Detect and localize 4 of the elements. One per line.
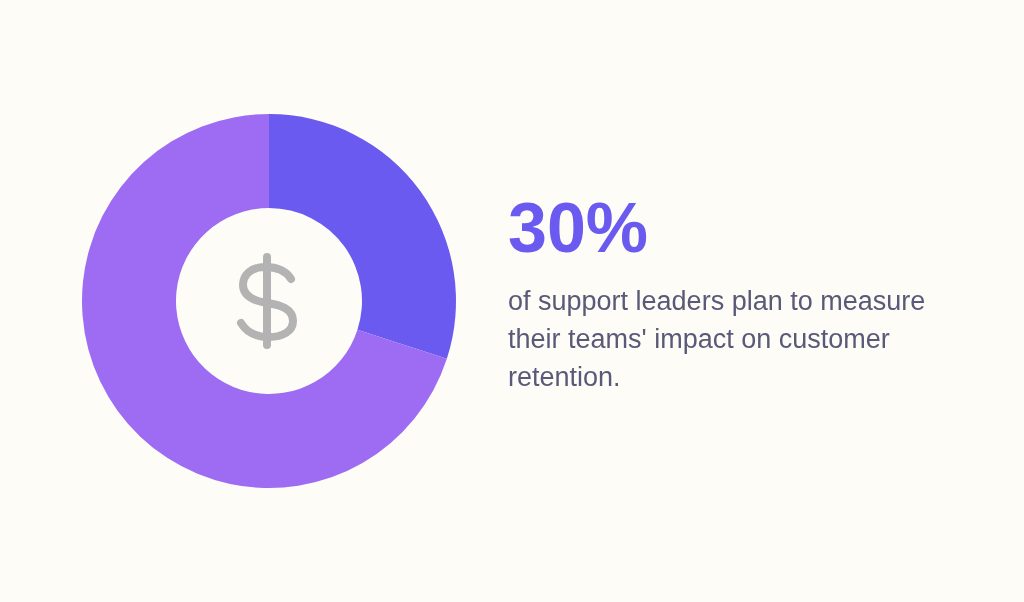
donut-slice bbox=[269, 114, 456, 359]
donut-slice bbox=[82, 114, 447, 488]
data-label: 30% bbox=[508, 189, 649, 267]
text: of support leaders plan to measure their teams' impact on customer retention. bbox=[508, 286, 926, 392]
